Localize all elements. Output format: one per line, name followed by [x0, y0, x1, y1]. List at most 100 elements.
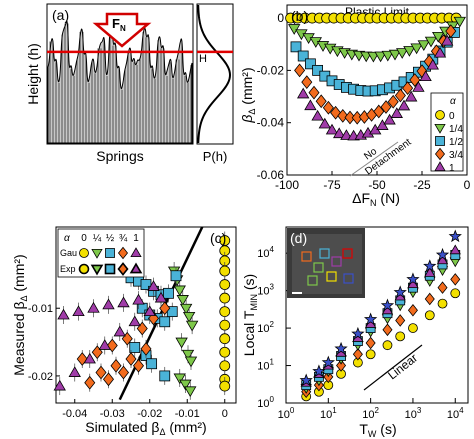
point-alpha-1-4: [184, 386, 197, 398]
panel-c-points: [53, 231, 231, 400]
point-diamond-orange: [424, 292, 435, 306]
x-tick-label: 101: [320, 406, 337, 421]
x-tick-label: 100: [278, 406, 295, 421]
point-alpha-1: [53, 379, 66, 391]
y-tick-label: 101: [257, 358, 274, 373]
point-circle-yellow: [382, 340, 393, 351]
point-alpha-1: [117, 296, 130, 308]
point-alpha-1: [143, 305, 156, 317]
point-alpha-1-2: [129, 342, 141, 353]
point-alpha-3-4: [159, 301, 171, 316]
point-diamond-orange: [382, 323, 393, 337]
point-star-blue: [351, 326, 365, 340]
legend-marker-exp: [129, 262, 143, 274]
legend-col-2: ½: [106, 233, 115, 244]
legend-marker-exp: [117, 262, 129, 276]
point-triangle-up-purple: [424, 267, 436, 277]
force-label: FN: [112, 16, 126, 33]
panel-b-letter: (b): [291, 8, 308, 24]
panel-a-side-frame: [196, 3, 234, 145]
point-alpha-1-4: [374, 51, 387, 63]
panel-a-letter: (a): [52, 7, 69, 23]
y-tick-label: -0.02: [257, 63, 285, 77]
point-star-blue: [334, 341, 348, 355]
legend-label: 0: [449, 111, 455, 122]
legend-row-gau: Gau: [60, 248, 77, 258]
point-alpha-1: [340, 129, 353, 140]
point-alpha-3-4: [445, 24, 457, 39]
point-circle-yellow: [450, 288, 461, 299]
point-diamond-orange: [407, 303, 418, 317]
x-tick-label: -100: [275, 178, 299, 192]
panel-a-side-xlabel: P(h): [203, 149, 228, 164]
point-alpha-1: [333, 127, 346, 139]
point-alpha-1: [433, 46, 447, 58]
point-alpha-1-4: [388, 49, 402, 61]
point-alpha-3-4: [125, 352, 137, 366]
inset-texture: [292, 234, 362, 294]
x-tick-label: -0.01: [175, 408, 200, 420]
point-alpha-1-4: [179, 379, 192, 391]
point-alpha-1: [68, 366, 81, 377]
panel-a: (a) FN Height (h) Springs H P(h): [25, 3, 234, 164]
point-star-blue: [423, 259, 437, 272]
point-alpha-3-4: [301, 75, 313, 90]
legend-marker-gau: [117, 246, 129, 260]
point-alpha-1: [304, 99, 317, 111]
point-alpha-3-4: [322, 100, 334, 115]
x-tick-label: -0.04: [62, 408, 87, 420]
x-tick-label: 0: [464, 178, 471, 192]
panel-c-xlabel: Simulated βΔ (mm²): [85, 419, 206, 437]
point-alpha-3-4: [373, 104, 385, 119]
region-6: [326, 271, 337, 282]
point-alpha-1: [128, 315, 141, 327]
legend-marker-gau: [105, 248, 115, 258]
panel-c-axes: -0.04 -0.03 -0.02 -0.01 0 -0.01 -0.02: [28, 303, 228, 420]
y-tick-label: 103: [257, 283, 274, 298]
point-star-blue: [299, 373, 313, 387]
point-alpha-0: [219, 360, 231, 372]
point-star-blue: [406, 272, 420, 286]
legend-marker-exp: [78, 263, 90, 275]
point-alpha-3-4: [132, 358, 145, 373]
panel-d-letter: (d): [290, 230, 307, 246]
point-alpha-3-4: [110, 358, 122, 373]
point-alpha-1-4: [184, 356, 198, 368]
point-alpha-1-4: [432, 31, 445, 43]
point-alpha-3-4: [294, 63, 306, 78]
legend-marker-exp: [104, 263, 116, 275]
point-alpha-3-4: [102, 372, 115, 387]
point-alpha-1: [426, 58, 439, 70]
point-alpha-3-4: [117, 365, 130, 380]
point-diamond-orange: [336, 359, 347, 372]
point-alpha-1-2: [304, 58, 316, 70]
point-alpha-1: [405, 90, 418, 102]
legend-marker-gau: [130, 247, 142, 258]
point-alpha-1: [318, 117, 331, 129]
point-alpha-3-4: [95, 365, 107, 380]
point-circle-yellow: [424, 310, 435, 321]
point-alpha-1-2: [159, 370, 171, 382]
y-tick-label: -0.06: [257, 168, 285, 182]
point-alpha-1-2: [146, 358, 158, 370]
point-alpha-1-4: [396, 48, 409, 59]
point-alpha-1: [98, 339, 111, 350]
region-8: [307, 275, 318, 286]
region-2: [313, 262, 324, 273]
x-tick-label: -50: [368, 178, 386, 192]
legend-label: 1/2: [449, 137, 463, 148]
point-alpha-3-4: [387, 94, 399, 109]
x-tick-label: 104: [447, 406, 464, 421]
point-alpha-3-4: [380, 100, 392, 114]
panel-d-axes: 100 101 102 103 104 100 101 102 103 104: [257, 245, 464, 421]
panel-a-xlabel: Springs: [96, 148, 143, 164]
point-star-blue: [312, 364, 326, 377]
point-alpha-1: [397, 99, 411, 111]
panel-d-xlabel: TW (s): [359, 421, 396, 439]
point-alpha-0: [219, 319, 231, 331]
y-tick-label: 100: [257, 395, 274, 410]
legend-title: α: [64, 233, 70, 244]
point-alpha-3-4: [84, 375, 96, 390]
point-alpha-1-2: [297, 50, 309, 62]
